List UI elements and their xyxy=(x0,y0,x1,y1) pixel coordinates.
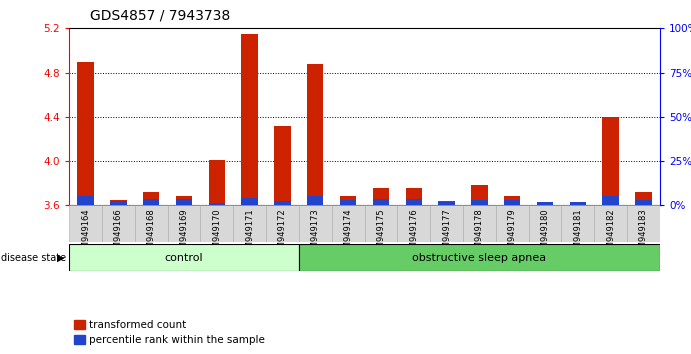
Text: GSM949182: GSM949182 xyxy=(606,208,615,259)
Bar xyxy=(372,199,389,205)
Bar xyxy=(135,205,167,242)
Text: GSM949177: GSM949177 xyxy=(442,208,451,259)
Bar xyxy=(569,202,586,205)
Bar xyxy=(438,202,455,205)
Bar xyxy=(635,192,652,205)
Bar xyxy=(274,201,291,205)
Bar xyxy=(299,244,660,271)
Bar xyxy=(635,200,652,205)
Text: GSM949166: GSM949166 xyxy=(114,208,123,259)
Legend: transformed count, percentile rank within the sample: transformed count, percentile rank withi… xyxy=(75,320,265,345)
Text: GSM949176: GSM949176 xyxy=(409,208,418,259)
Text: GSM949179: GSM949179 xyxy=(508,208,517,259)
Text: GSM949170: GSM949170 xyxy=(212,208,221,259)
Bar xyxy=(496,205,529,242)
Bar xyxy=(299,205,332,242)
Bar xyxy=(603,117,619,205)
Text: GSM949178: GSM949178 xyxy=(475,208,484,259)
Bar xyxy=(627,205,660,242)
Bar xyxy=(569,203,586,205)
Bar xyxy=(102,205,135,242)
Bar xyxy=(209,160,225,205)
Bar xyxy=(537,203,553,205)
Text: GSM949172: GSM949172 xyxy=(278,208,287,259)
Text: GSM949169: GSM949169 xyxy=(180,208,189,259)
Bar xyxy=(233,205,266,242)
Bar xyxy=(307,196,323,205)
Bar xyxy=(365,205,397,242)
Bar xyxy=(537,202,553,205)
Text: GSM949164: GSM949164 xyxy=(81,208,90,259)
Bar xyxy=(340,196,357,205)
Bar xyxy=(397,205,430,242)
Bar xyxy=(176,199,192,205)
Bar xyxy=(110,200,126,205)
Bar xyxy=(529,205,561,242)
Text: GSM949183: GSM949183 xyxy=(639,208,648,259)
Text: GDS4857 / 7943738: GDS4857 / 7943738 xyxy=(90,9,230,23)
Bar xyxy=(561,205,594,242)
Bar xyxy=(110,201,126,205)
Bar xyxy=(69,205,102,242)
Text: GSM949175: GSM949175 xyxy=(377,208,386,259)
Bar xyxy=(266,205,299,242)
Bar xyxy=(438,201,455,205)
Text: GSM949181: GSM949181 xyxy=(574,208,583,259)
Bar xyxy=(307,64,323,205)
Bar xyxy=(69,244,299,271)
Text: disease state: disease state xyxy=(1,253,66,263)
Text: control: control xyxy=(164,252,203,263)
Bar xyxy=(274,126,291,205)
Bar xyxy=(463,205,495,242)
Text: ▶: ▶ xyxy=(57,253,64,263)
Bar xyxy=(241,34,258,205)
Bar xyxy=(332,205,365,242)
Bar xyxy=(77,196,94,205)
Bar xyxy=(143,192,160,205)
Text: GSM949171: GSM949171 xyxy=(245,208,254,259)
Bar xyxy=(603,196,619,205)
Bar xyxy=(471,200,488,205)
Text: GSM949173: GSM949173 xyxy=(311,208,320,259)
Bar xyxy=(504,196,520,205)
Bar xyxy=(209,203,225,205)
Bar xyxy=(406,188,422,205)
Text: GSM949168: GSM949168 xyxy=(146,208,155,259)
Bar xyxy=(143,199,160,205)
Bar xyxy=(471,185,488,205)
Text: GSM949174: GSM949174 xyxy=(343,208,352,259)
Bar xyxy=(167,205,200,242)
Bar xyxy=(241,198,258,205)
Bar xyxy=(372,188,389,205)
Bar xyxy=(200,205,233,242)
Bar xyxy=(77,62,94,205)
Bar xyxy=(594,205,627,242)
Text: GSM949180: GSM949180 xyxy=(540,208,549,259)
Bar xyxy=(430,205,463,242)
Bar xyxy=(176,196,192,205)
Bar xyxy=(504,200,520,205)
Text: obstructive sleep apnea: obstructive sleep apnea xyxy=(413,252,547,263)
Bar xyxy=(406,199,422,205)
Bar xyxy=(340,200,357,205)
